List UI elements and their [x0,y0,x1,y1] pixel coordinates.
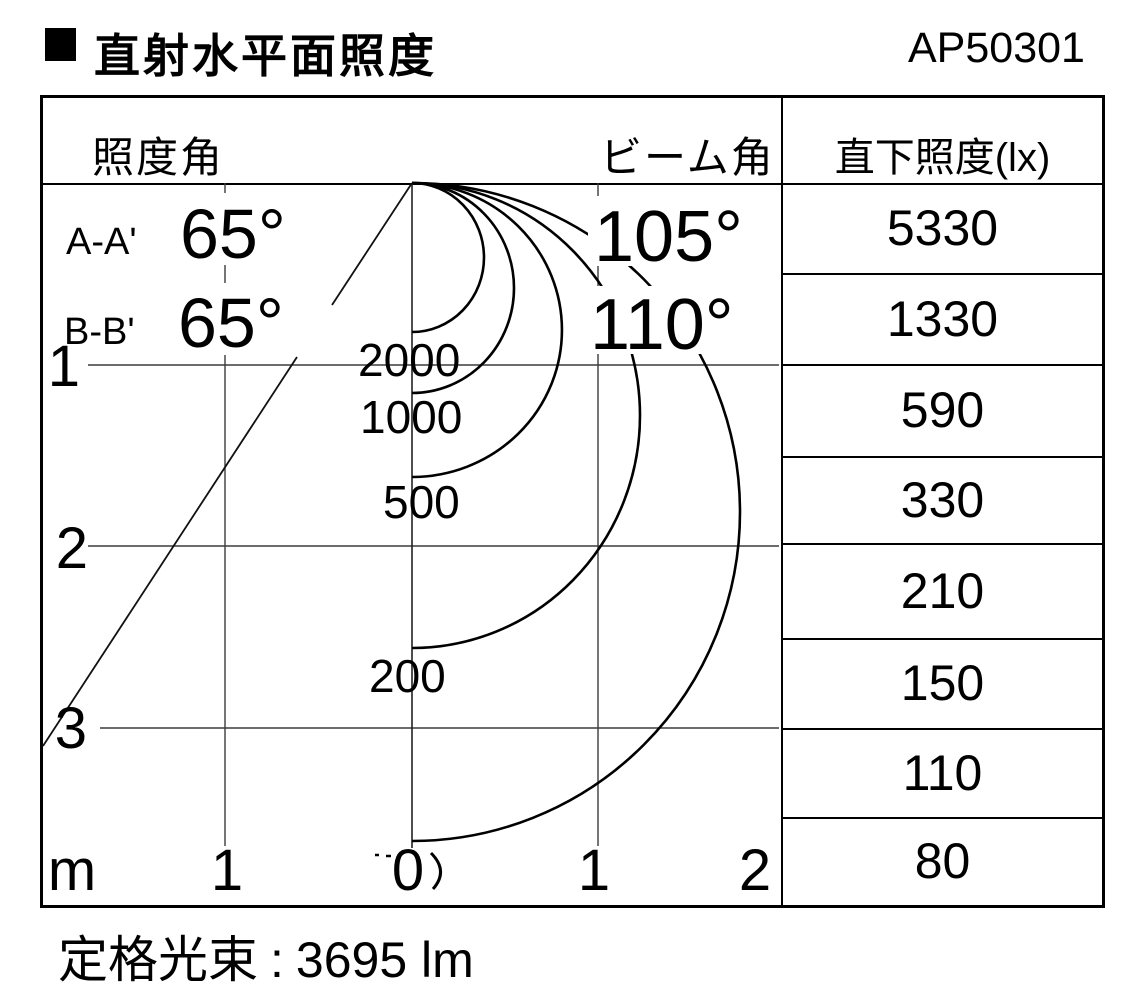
row-divider [783,364,1102,366]
rated-flux-value: 3695 lm [295,932,474,988]
rated-flux-caption: 定格光束:3695 lm [58,920,474,992]
header-direct-illuminance: 直下照度(lx) [834,136,1051,180]
table-cell-lux: 80 [914,833,971,889]
row-divider [783,638,1102,640]
row-divider [783,728,1102,730]
column-divider [781,98,783,905]
spec-table: 照度角 ビーム角 直下照度(lx) 5330 1330 590 330 210 … [40,95,1105,908]
page-title: 直射水平面照度 [94,30,437,82]
table-cell-lux: 110 [902,744,983,801]
table-cell-lux: 150 [900,655,985,711]
product-code: AP50301 [908,24,1085,72]
table-cell-lux: 1330 [886,290,999,347]
header-beam-angle: ビーム角 [600,134,775,181]
row-divider [783,456,1102,458]
table-cell-lux: 590 [900,382,985,438]
row-divider [783,817,1102,819]
title-bullet-icon [45,28,76,61]
row-divider [783,543,1102,545]
row-divider [783,273,1102,275]
table-cell-lux: 210 [900,562,985,619]
rated-flux-separator: : [270,932,284,988]
table-cell-lux: 5330 [886,200,999,256]
table-cell-lux: 330 [900,471,985,528]
header-illuminance-angle: 照度角 [92,134,225,181]
rated-flux-label: 定格光束 [58,932,258,988]
